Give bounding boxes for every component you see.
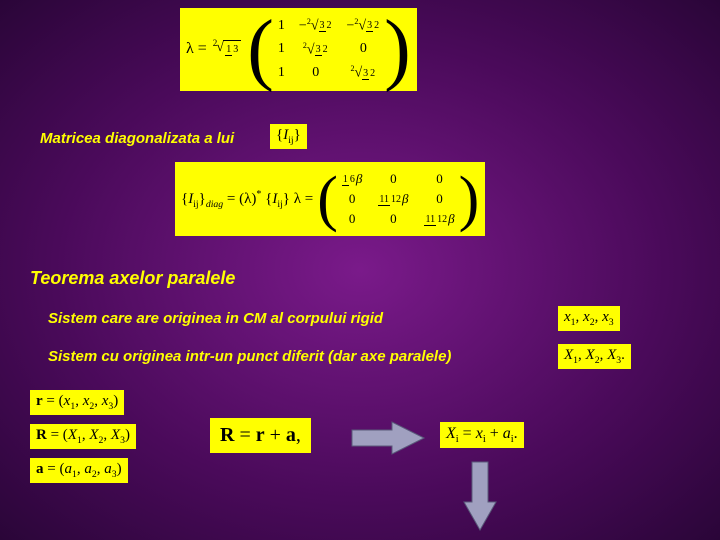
I-ij-formula: {Iij}	[270, 124, 307, 149]
matricea-label: Matricea diagonalizata a lui	[40, 130, 234, 147]
diag-equation-formula: {Iij}diag = (λ)* {Iij} λ = ( 16β 0 0 0 1…	[175, 162, 485, 236]
sistem-diferit-label: Sistem cu originea intr-un punct diferit…	[48, 348, 451, 365]
sistem-cm-label: Sistem care are originea in CM al corpul…	[48, 310, 383, 327]
R-vec-formula: R = (X1, X2, X3)	[30, 424, 136, 449]
r-vec-formula: r = (x1, x2, x3)	[30, 390, 124, 415]
coords-cm-formula: x1, x2, x3	[558, 306, 620, 331]
Xi-eq-formula: Xi = xi + ai.	[440, 422, 524, 448]
lambda-matrix-formula: λ = 2 √13 ( 1 −2√32 −2√32 1 2√32 0 1 0 2…	[180, 8, 417, 91]
arrow-down-icon	[460, 460, 500, 532]
arrow-right-icon	[348, 418, 428, 458]
coords-other-formula: X1, X2, X3.	[558, 344, 631, 369]
R-eq-formula: R = r + a,	[210, 418, 311, 453]
a-vec-formula: a = (a1, a2, a3)	[30, 458, 128, 483]
teorema-heading: Teorema axelor paralele	[30, 268, 235, 289]
